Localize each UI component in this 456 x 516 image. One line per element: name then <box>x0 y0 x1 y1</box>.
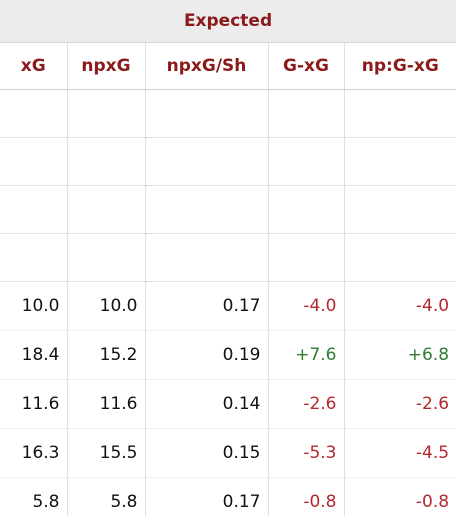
cell <box>343 185 456 234</box>
cell: 11.6 <box>66 379 145 429</box>
data-row: 16.3 15.5 0.15 -5.3 -4.5 <box>0 428 456 478</box>
cell <box>66 89 145 138</box>
cell <box>343 233 456 282</box>
cell <box>144 233 268 282</box>
cell: 16.3 <box>0 428 67 478</box>
data-row: 10.0 10.0 0.17 -4.0 -4.0 <box>0 281 456 331</box>
cell: -0.8 <box>267 477 344 516</box>
empty-row <box>0 185 456 234</box>
cell: 5.8 <box>66 477 145 516</box>
data-row: 18.4 15.2 0.19 +7.6 +6.8 <box>0 330 456 380</box>
cell: 10.0 <box>0 281 67 331</box>
cell: -4.5 <box>343 428 456 478</box>
column-header-row: xG npxG npxG/Sh G-xG np:G-xG <box>0 42 456 90</box>
column-header: xG <box>0 42 67 90</box>
group-header-row: Expected <box>0 0 456 43</box>
empty-row <box>0 137 456 186</box>
cell <box>0 137 67 186</box>
cell <box>0 233 67 282</box>
column-header: npxG <box>66 42 145 90</box>
cell: 0.15 <box>144 428 268 478</box>
cell: -2.6 <box>267 379 344 429</box>
cell <box>343 137 456 186</box>
data-row: 5.8 5.8 0.17 -0.8 -0.8 <box>0 477 456 516</box>
cell: 5.8 <box>0 477 67 516</box>
table-body: 10.0 10.0 0.17 -4.0 -4.0 18.4 15.2 0.19 +7.6 +6.8… <box>0 89 456 516</box>
cell <box>66 185 145 234</box>
cell: -4.0 <box>267 281 344 331</box>
cell: 0.19 <box>144 330 268 380</box>
cell <box>0 89 67 138</box>
cell: 10.0 <box>66 281 145 331</box>
cell: 15.5 <box>66 428 145 478</box>
cell <box>267 233 344 282</box>
cell: 0.17 <box>144 477 268 516</box>
cell: 0.17 <box>144 281 268 331</box>
column-header: np:G-xG <box>343 42 456 90</box>
cell: 11.6 <box>0 379 67 429</box>
cell <box>66 137 145 186</box>
cell <box>267 89 344 138</box>
cell <box>267 137 344 186</box>
cell: -5.3 <box>267 428 344 478</box>
cell: 18.4 <box>0 330 67 380</box>
empty-row <box>0 89 456 138</box>
cell: 0.14 <box>144 379 268 429</box>
cell <box>343 89 456 138</box>
cell: -4.0 <box>343 281 456 331</box>
cell <box>0 185 67 234</box>
cell: -2.6 <box>343 379 456 429</box>
column-header: G-xG <box>267 42 344 90</box>
cell: +7.6 <box>267 330 344 380</box>
cell <box>66 233 145 282</box>
cell <box>144 185 268 234</box>
cell <box>144 89 268 138</box>
cell: +6.8 <box>343 330 456 380</box>
cell <box>144 137 268 186</box>
cell: -0.8 <box>343 477 456 516</box>
empty-row <box>0 233 456 282</box>
cell: 15.2 <box>66 330 145 380</box>
data-row: 11.6 11.6 0.14 -2.6 -2.6 <box>0 379 456 429</box>
group-header: Expected <box>0 0 456 43</box>
column-header: npxG/Sh <box>144 42 268 90</box>
cell <box>267 185 344 234</box>
